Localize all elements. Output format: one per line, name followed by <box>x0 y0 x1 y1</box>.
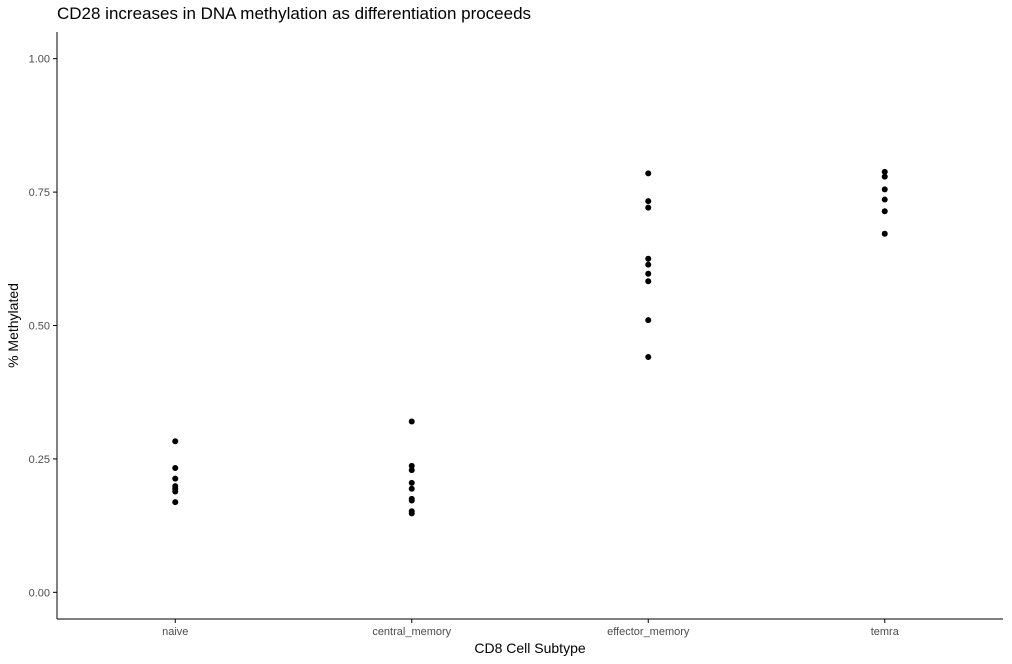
x-tick-label: central_memory <box>372 626 451 638</box>
y-axis: 0.00 0.25 0.50 0.75 1.00 <box>29 32 58 619</box>
data-point-temra <box>881 168 888 175</box>
y-axis-title: % Methylated <box>5 283 21 368</box>
data-point-effector_memory <box>645 261 652 268</box>
data-point-central_memory <box>408 467 415 474</box>
x-tick-label: temra <box>871 626 900 638</box>
data-point-central_memory <box>408 485 415 492</box>
data-points <box>172 168 888 517</box>
y-tick-label: 1.00 <box>29 54 50 66</box>
data-point-effector_memory <box>645 255 652 262</box>
data-point-central_memory <box>408 510 415 517</box>
data-point-temra <box>881 173 888 180</box>
data-point-effector_memory <box>645 170 652 177</box>
data-point-effector_memory <box>645 204 652 211</box>
data-point-temra <box>881 208 888 215</box>
data-point-effector_memory <box>645 317 652 324</box>
x-tick-label: naive <box>162 626 188 638</box>
chart-title: CD28 increases in DNA methylation as dif… <box>57 4 532 23</box>
data-point-naive <box>172 438 179 445</box>
x-tick-label: effector_memory <box>607 626 690 638</box>
data-point-central_memory <box>408 418 415 425</box>
y-tick-label: 0.75 <box>29 187 50 199</box>
data-point-central_memory <box>408 497 415 504</box>
data-point-central_memory <box>408 479 415 486</box>
data-point-temra <box>881 186 888 193</box>
x-axis-title: CD8 Cell Subtype <box>474 640 585 656</box>
data-point-effector_memory <box>645 353 652 360</box>
x-axis: naive central_memory effector_memory temra <box>57 618 1003 638</box>
data-point-temra <box>881 196 888 203</box>
data-point-effector_memory <box>645 198 652 205</box>
data-point-effector_memory <box>645 270 652 277</box>
data-point-naive <box>172 499 179 506</box>
y-tick-label: 0.25 <box>29 454 50 466</box>
data-point-naive <box>172 464 179 471</box>
data-point-temra <box>881 230 888 237</box>
y-tick-label: 0.00 <box>29 587 50 599</box>
data-point-effector_memory <box>645 278 652 285</box>
data-point-naive <box>172 475 179 482</box>
data-point-central_memory <box>408 462 415 469</box>
data-point-naive <box>172 488 179 495</box>
y-tick-label: 0.50 <box>29 321 50 333</box>
